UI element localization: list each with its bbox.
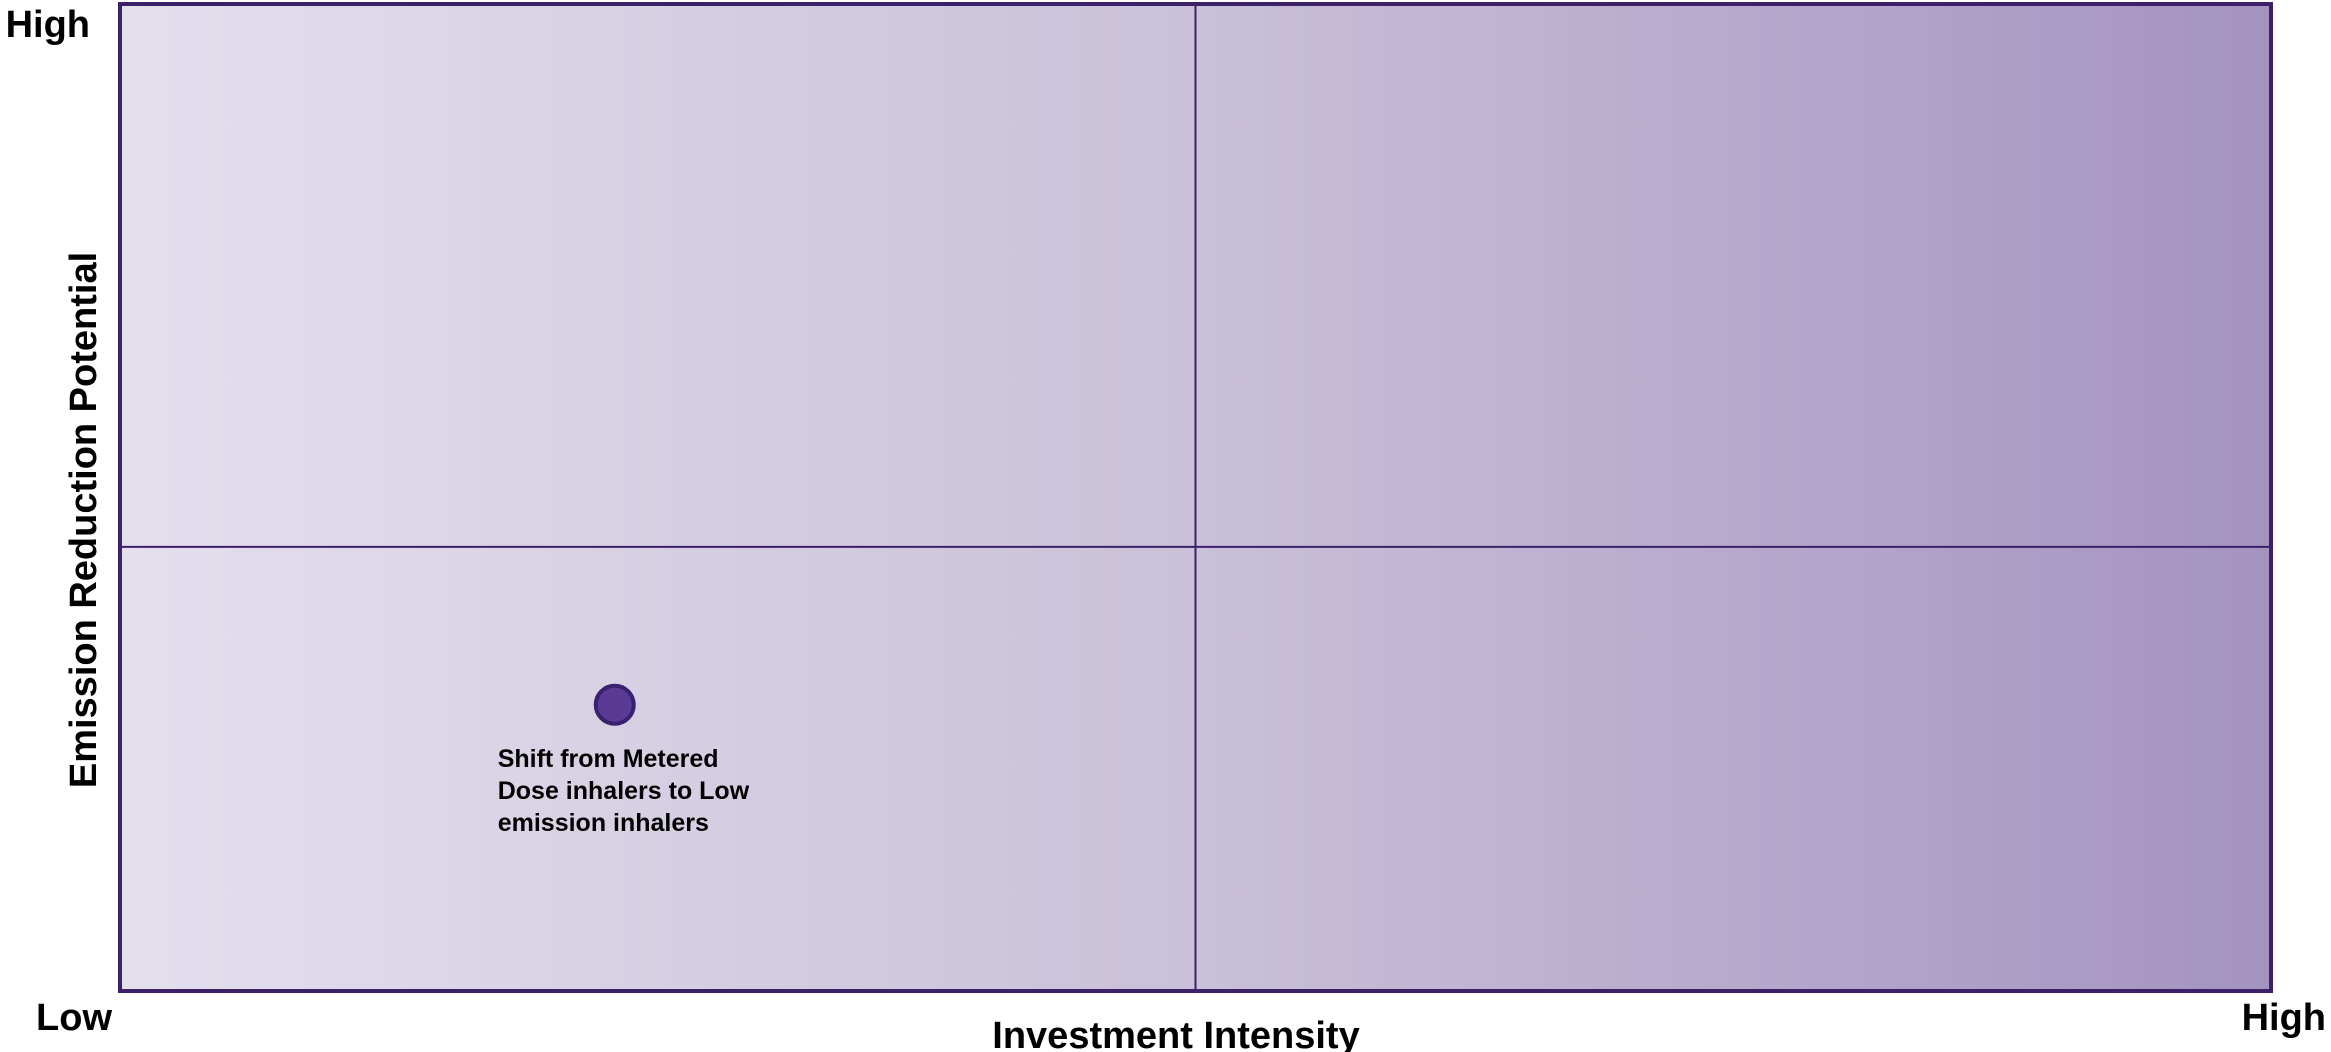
point-label: Dose inhalers to Low: [498, 777, 750, 805]
y-tick-label: High: [6, 4, 90, 46]
x-tick-label: High: [2242, 997, 2326, 1039]
point-label: emission inhalers: [498, 809, 709, 837]
x-axis-label: Investment Intensity: [992, 1015, 1359, 1052]
point: [593, 683, 636, 726]
x-tick-label: Low: [36, 997, 112, 1039]
y-axis-label: Emission Reduction Potential: [63, 252, 105, 788]
point-label: Shift from Metered: [498, 745, 719, 773]
